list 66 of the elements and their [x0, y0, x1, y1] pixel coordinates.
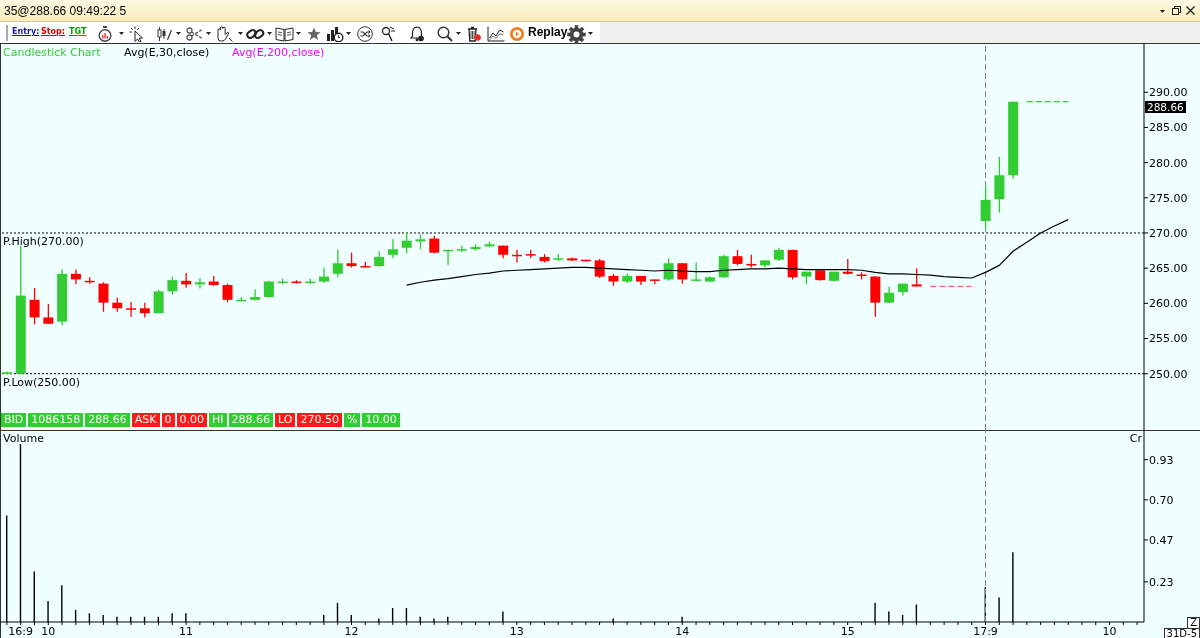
candlestick: [194, 277, 205, 290]
x-tick-label: 13: [509, 624, 524, 638]
candlestick: [126, 301, 137, 318]
ref-line-label: P.High(270.00): [3, 234, 84, 248]
candlestick: [332, 249, 343, 278]
annotation: HI: [209, 413, 227, 427]
y-tick-label: 260.00: [1149, 297, 1188, 311]
y-axis-title: Cr: [1129, 432, 1142, 445]
candlestick: [250, 288, 261, 302]
annotation: Avg(E,200,close): [232, 46, 325, 59]
x-tick-label: 11: [179, 624, 194, 638]
y-tick-label: 285.00: [1149, 121, 1188, 135]
candlestick: [401, 232, 412, 255]
ref-line-label: P.Low(250.00): [3, 375, 81, 389]
candlestick: [167, 275, 178, 296]
annotation: 1086158: [28, 413, 84, 427]
text: 288.66: [1145, 100, 1186, 113]
y-tick-label: 290.00: [1149, 86, 1188, 100]
text: Replay: [528, 25, 568, 40]
chart-title: Volume: [3, 432, 44, 445]
annotation: ASK: [131, 413, 160, 427]
x-tick-label: 10: [41, 624, 56, 638]
y-tick-label: 0.93: [1149, 453, 1174, 467]
annotation: BID: [1, 413, 27, 427]
x-tick-label: 16:9: [8, 624, 34, 638]
candlestick: [980, 185, 991, 231]
text: TGT: [69, 27, 87, 37]
y-tick-label: 0.70: [1149, 493, 1174, 507]
annotation: 288.66: [228, 413, 274, 427]
text: 31D-5: [1163, 628, 1200, 638]
y-tick-label: 250.00: [1149, 367, 1188, 381]
annotation: 288.66: [85, 413, 130, 427]
x-tick-label: 10: [1102, 624, 1117, 638]
x-tick-label: 15: [840, 624, 855, 638]
x-tick-label: 14: [675, 624, 690, 638]
y-tick-label: 255.00: [1149, 332, 1188, 346]
x-tick-label: 17:9: [973, 624, 998, 638]
chart-title: 35@288.66 09:49:22 5: [4, 4, 127, 18]
y-tick-label: 280.00: [1149, 156, 1188, 170]
y-tick-label: 265.00: [1149, 262, 1188, 276]
candlestick: [222, 282, 233, 303]
annotation: 10.00: [362, 413, 400, 427]
candlestick: [43, 303, 54, 325]
text: Candlestick Chart: [3, 46, 102, 59]
candlestick: [319, 266, 330, 284]
y-tick-label: 0.23: [1149, 575, 1174, 589]
annotation: %: [343, 413, 361, 427]
candlestick: [98, 281, 109, 313]
candlestick: [663, 257, 674, 282]
annotation: LO: [275, 413, 296, 427]
candlestick: [718, 254, 729, 279]
candlestick: [994, 156, 1005, 214]
candlestick: [691, 261, 702, 282]
y-tick-label: 270.00: [1149, 226, 1188, 240]
y-tick-label: 275.00: [1149, 191, 1188, 205]
text: Entry:: [12, 27, 40, 37]
y-tick-label: 0.47: [1149, 533, 1174, 547]
x-tick-label: 12: [344, 624, 359, 638]
annotation: 0.00: [176, 413, 207, 427]
annotation: 270.50: [297, 413, 342, 427]
candlestick: [29, 287, 40, 326]
text: Z: [1187, 617, 1200, 629]
text: Stop:: [41, 27, 66, 37]
text: Avg(E,30,close): [124, 46, 210, 59]
candlestick: [387, 238, 398, 259]
annotation: 0: [161, 413, 175, 427]
